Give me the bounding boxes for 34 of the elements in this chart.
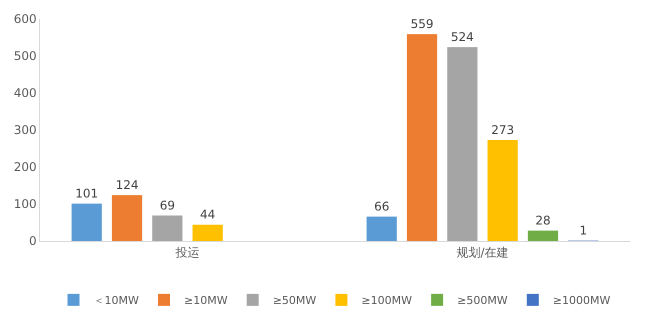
- data-label: 524: [450, 30, 474, 44]
- data-label: 124: [116, 178, 138, 192]
- bar: [72, 204, 102, 241]
- data-label: 273: [491, 122, 514, 137]
- legend-label: ＜10MW: [94, 294, 139, 308]
- y-tick-label: 100: [14, 197, 37, 212]
- bar: [406, 34, 438, 241]
- legend-label: ≥1000MW: [552, 294, 611, 308]
- bar: [112, 195, 142, 241]
- y-tick-label: 600: [14, 12, 37, 26]
- bar: [528, 230, 558, 241]
- y-tick-label: 400: [14, 86, 37, 100]
- data-label: 101: [75, 186, 98, 201]
- y-tick-label: 500: [14, 49, 37, 64]
- bar: [152, 215, 182, 241]
- x-tick-label: 投运: [174, 245, 200, 260]
- y-tick-label: 0: [28, 234, 37, 248]
- y-tick-label: 200: [14, 160, 37, 174]
- bar: [366, 216, 397, 241]
- bar: [488, 140, 518, 241]
- data-label: 44: [200, 208, 216, 222]
- legend-label: ≥50MW: [272, 294, 316, 308]
- data-label: 559: [410, 17, 434, 32]
- x-tick-label: 规划/在建: [456, 245, 509, 260]
- legend-label: ≥500MW: [457, 294, 508, 308]
- y-tick-label: 300: [14, 123, 37, 138]
- data-label: 28: [535, 214, 551, 228]
- data-label: 69: [160, 198, 175, 212]
- bar: [447, 47, 478, 241]
- legend-label: ≥100MW: [361, 294, 412, 308]
- data-label: 1: [579, 224, 588, 238]
- legend-label: ≥10MW: [184, 294, 228, 308]
- data-label: 66: [374, 200, 390, 214]
- bar: [192, 224, 223, 241]
